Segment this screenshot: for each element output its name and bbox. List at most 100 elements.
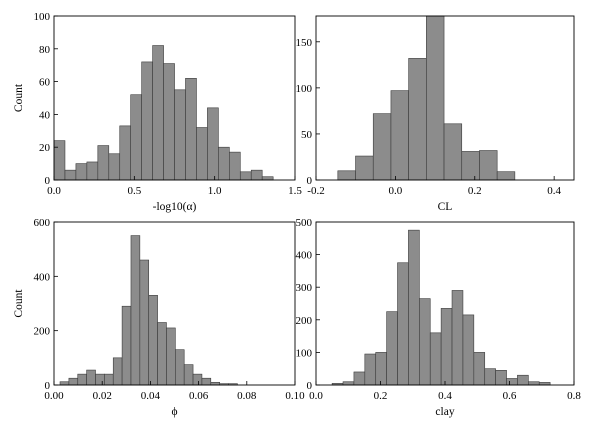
histogram-bar: [174, 89, 186, 181]
histogram-bar: [375, 352, 387, 386]
y-tick-label: 100: [34, 11, 51, 23]
histogram-bar: [473, 352, 486, 386]
histogram-bar: [175, 349, 185, 386]
y-tick-label: 400: [34, 271, 51, 283]
histogram-bar: [250, 169, 263, 181]
y-tick-label: 60: [39, 77, 51, 89]
histogram-bar: [239, 171, 252, 181]
histogram-bar: [196, 127, 208, 181]
x-tick-label: 0.6: [503, 390, 517, 402]
histogram-bar: [408, 58, 427, 181]
x-tick-label: 0.0: [47, 185, 61, 197]
histogram-bar: [121, 305, 132, 386]
histogram-panel-bottom-right: 0.0 0.2 0.4 0.6 0.8 0 100 200 300 400 500 clay: [296, 217, 582, 418]
histogram-bar: [97, 145, 110, 181]
histogram-bar: [528, 381, 540, 386]
x-axis-label: ϕ: [171, 406, 177, 418]
x-tick-label: 0.2: [374, 390, 388, 402]
histogram-bar: [95, 373, 105, 386]
y-tick-label: 300: [296, 282, 313, 294]
x-tick-label: 1.0: [208, 185, 222, 197]
x-tick-label: 0.04: [141, 390, 161, 402]
x-axis-label: clay: [435, 406, 454, 418]
x-tick-label: 1.5: [288, 185, 302, 197]
histogram-bar: [68, 377, 79, 386]
histogram-bar: [64, 169, 77, 181]
y-axis-label: Count: [13, 289, 25, 318]
histogram-bar: [112, 357, 123, 386]
histogram-bar: [353, 371, 366, 386]
histogram-bar: [517, 374, 529, 386]
histogram-bar: [462, 314, 475, 386]
histogram-bar: [479, 150, 498, 181]
histogram-bar: [342, 381, 355, 386]
histogram-bar: [183, 364, 194, 386]
histogram-bar: [108, 153, 121, 181]
histogram-bar: [261, 176, 274, 181]
x-tick-label: 0.8: [567, 390, 581, 402]
histogram-bar: [484, 368, 496, 386]
x-tick-label: -0.2: [307, 185, 324, 197]
axes-frame: [53, 15, 296, 181]
histogram-panel-top-right: -0.2 0.0 0.2 0.4 0 50 100 150 CL: [296, 15, 575, 213]
histogram-bar: [506, 378, 518, 386]
histogram-bar: [86, 369, 96, 386]
y-tick-label: 150: [296, 37, 313, 49]
y-tick-label: 0: [307, 175, 313, 187]
histogram-bar: [59, 381, 70, 386]
histogram-bar: [426, 15, 445, 181]
y-tick-label: 100: [296, 347, 313, 359]
y-axis-label: Count: [13, 83, 25, 112]
histogram-bar: [429, 332, 442, 386]
histogram-bar: [386, 311, 398, 386]
histogram-bar: [130, 235, 141, 386]
histogram-bar: [229, 151, 241, 181]
x-tick-label: 0.2: [468, 185, 482, 197]
histogram-bar: [496, 171, 516, 181]
histogram-bar: [337, 170, 356, 181]
histogram-bar: [119, 125, 132, 181]
histogram-bar: [207, 107, 219, 181]
y-tick-label: 40: [39, 109, 51, 121]
histogram-bar: [75, 163, 88, 181]
y-tick-label: 20: [39, 142, 51, 154]
axes-frame: [315, 15, 575, 181]
y-tick-label: 400: [296, 250, 313, 262]
x-tick-label: 0.06: [189, 390, 209, 402]
histogram-bar: [185, 78, 197, 181]
histogram-bar: [218, 146, 230, 181]
x-tick-label: 0.4: [438, 390, 452, 402]
histogram-bar: [390, 90, 409, 181]
histogram-bar: [408, 229, 420, 386]
histogram-bar: [495, 370, 507, 386]
histogram-bar: [443, 123, 463, 181]
histogram-bar: [364, 353, 377, 386]
x-tick-label: 0.5: [127, 185, 141, 197]
histogram-panel-bottom-left: 0.00 0.02 0.04 0.06 0.08 0.10 0 200 400 600 ϕ Count: [13, 217, 305, 418]
y-tick-label: 50: [301, 129, 313, 141]
axes-frame: [53, 221, 296, 386]
x-tick-label: 0.10: [285, 390, 305, 402]
histogram-bar: [451, 290, 464, 386]
x-tick-label: 0.08: [237, 390, 257, 402]
y-tick-label: 0: [45, 380, 51, 392]
y-tick-label: 500: [296, 217, 313, 229]
histogram-bar: [130, 94, 142, 181]
y-tick-label: 100: [296, 83, 313, 95]
histogram-bar: [104, 373, 114, 386]
histogram-bar: [77, 373, 87, 386]
histogram-bar: [419, 298, 431, 386]
histogram-bar: [139, 259, 150, 386]
histogram-bar: [163, 63, 175, 181]
histogram-bar: [355, 155, 374, 181]
x-tick-label: 0.02: [93, 390, 112, 402]
y-tick-label: 600: [34, 217, 51, 229]
y-tick-label: 200: [296, 315, 313, 327]
histogram-bar: [201, 377, 212, 386]
histogram-bar: [141, 61, 153, 181]
x-axis-label: CL: [438, 201, 453, 213]
histogram-bar: [397, 262, 409, 386]
y-tick-label: 0: [45, 175, 51, 187]
x-axis-label: -log10(α): [153, 201, 197, 213]
